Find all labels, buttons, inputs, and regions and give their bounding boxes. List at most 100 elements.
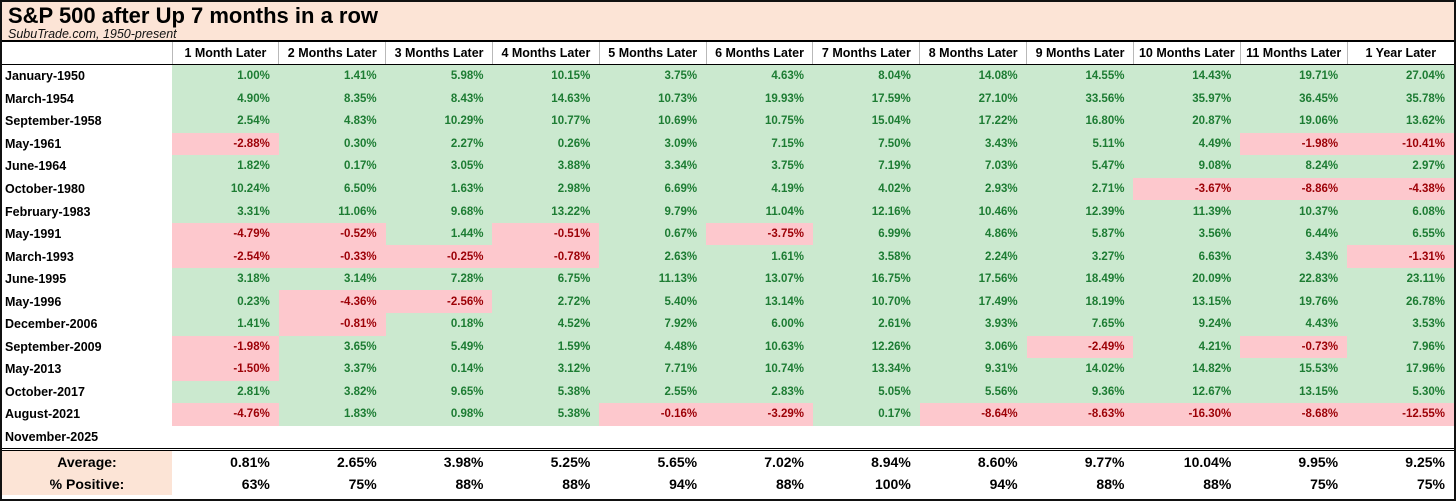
data-cell: 7.92% — [599, 313, 707, 336]
data-cell: 10.63% — [706, 335, 813, 359]
data-cell: 12.26% — [812, 335, 920, 359]
data-cell: -1.50% — [172, 358, 279, 381]
data-cell: 3.93% — [919, 313, 1027, 336]
data-cell: 10.46% — [919, 200, 1027, 223]
data-cell: 5.56% — [919, 380, 1027, 404]
data-cell — [385, 425, 493, 450]
page-title: S&P 500 after Up 7 months in a row — [8, 3, 379, 28]
table-row: September-2009 -1.98% 3.65% 5.49% 1.59% 4.48%… — [2, 335, 1454, 359]
data-cell: 10.75% — [706, 110, 813, 133]
data-cell: 4.43% — [1240, 313, 1348, 336]
data-cell: 9.65% — [385, 380, 493, 404]
data-cell: 14.63% — [492, 87, 600, 111]
data-cell: 7.50% — [812, 132, 920, 156]
data-cell: 7.03% — [919, 155, 1027, 178]
data-cell — [1026, 425, 1134, 450]
data-cell: 4.63% — [706, 64, 813, 88]
row-label: March-1993 — [2, 245, 172, 268]
column-header: 6 Months Later — [705, 42, 813, 65]
data-cell — [919, 425, 1027, 450]
row-label: February-1983 — [2, 200, 172, 223]
data-cell: 4.86% — [919, 222, 1027, 246]
table-row: November-2025 — [2, 425, 1454, 450]
page-subtitle: SubuTrade.com, 1950-present — [8, 27, 177, 41]
data-cell: 7.15% — [706, 132, 813, 156]
data-cell: 5.38% — [492, 380, 600, 404]
data-cell: 3.34% — [599, 155, 707, 178]
data-cell — [1240, 425, 1348, 450]
data-cell: 3.88% — [492, 155, 600, 178]
data-cell: 13.14% — [706, 290, 813, 314]
table-body: January-1950 1.00% 1.41% 5.98% 10.15% 3.75% 4.… — [2, 64, 1454, 450]
column-header: 1 Year Later — [1346, 42, 1454, 65]
percent-positive-cell: 75% — [1347, 473, 1454, 496]
data-cell: 5.47% — [1026, 155, 1134, 178]
data-cell: 9.24% — [1133, 313, 1241, 336]
title-bar: S&P 500 after Up 7 months in a row SubuT… — [2, 2, 1454, 42]
table-row: September-1958 2.54% 4.83% 10.29% 10.77% 10.6… — [2, 110, 1454, 133]
table-row: March-1954 4.90% 8.35% 8.43% 14.63% 10.73% 19.… — [2, 87, 1454, 111]
data-cell: 4.21% — [1133, 335, 1241, 359]
data-cell: 10.69% — [599, 110, 707, 133]
data-cell — [706, 425, 813, 450]
data-cell: 2.27% — [385, 132, 493, 156]
table-row: October-1980 10.24% 6.50% 1.63% 2.98% 6.69% 4.… — [2, 177, 1454, 201]
data-cell: 7.96% — [1347, 335, 1454, 359]
average-cell: 10.04% — [1133, 448, 1241, 474]
column-header: 8 Months Later — [919, 42, 1027, 65]
data-cell: 2.55% — [599, 380, 707, 404]
data-cell: 6.00% — [706, 313, 813, 336]
data-cell: 9.36% — [1026, 380, 1134, 404]
data-cell: 1.59% — [492, 335, 600, 359]
average-cell: 8.60% — [919, 448, 1027, 474]
data-cell: 17.59% — [812, 87, 920, 111]
data-cell: 4.52% — [492, 313, 600, 336]
data-cell: 0.67% — [599, 222, 707, 246]
data-cell: 23.11% — [1347, 267, 1454, 291]
data-cell: 0.17% — [278, 155, 386, 178]
data-cell: 3.27% — [1026, 245, 1134, 268]
data-cell: 6.63% — [1133, 245, 1241, 268]
data-cell: 10.74% — [706, 358, 813, 381]
row-label: August-2021 — [2, 403, 172, 426]
data-cell: 2.93% — [919, 177, 1027, 201]
data-cell: -0.16% — [599, 403, 707, 426]
table-row: May-2013 -1.50% 3.37% 0.14% 3.12% 7.71% 10.74%… — [2, 358, 1454, 381]
data-cell: 3.82% — [278, 380, 386, 404]
data-cell: 3.12% — [492, 358, 600, 381]
data-cell: 2.83% — [706, 380, 813, 404]
data-cell: 15.53% — [1240, 358, 1348, 381]
row-label: June-1964 — [2, 155, 172, 178]
data-cell: 0.17% — [812, 403, 920, 426]
data-cell: 11.06% — [278, 200, 386, 223]
data-cell: 1.41% — [172, 313, 279, 336]
data-cell: 1.61% — [706, 245, 813, 268]
percent-positive-cell: 75% — [1240, 473, 1348, 496]
percent-positive-cell: 94% — [599, 473, 707, 496]
data-cell — [172, 425, 279, 450]
data-cell: 11.04% — [706, 200, 813, 223]
data-cell: 2.81% — [172, 380, 279, 404]
table-summary: Average: 0.81% 2.65% 3.98% 5.25% 5.65% 7.02% 8.… — [2, 448, 1454, 496]
data-cell: 8.04% — [812, 64, 920, 88]
data-cell: -8.64% — [919, 403, 1027, 426]
data-cell: 27.10% — [919, 87, 1027, 111]
average-cell: 9.95% — [1240, 448, 1348, 474]
table-row: March-1993 -2.54% -0.33% -0.25% -0.78% 2.63% 1… — [2, 245, 1454, 268]
data-cell: 10.29% — [385, 110, 493, 133]
data-cell: -12.55% — [1347, 403, 1454, 426]
percent-positive-cell: 100% — [812, 473, 920, 496]
data-cell: 3.14% — [278, 267, 386, 291]
row-label: October-1980 — [2, 177, 172, 201]
data-cell: 35.97% — [1133, 87, 1241, 111]
percent-positive-label: % Positive: — [2, 473, 172, 496]
data-cell: 1.44% — [385, 222, 493, 246]
data-cell: 10.73% — [599, 87, 707, 111]
table-row: June-1964 1.82% 0.17% 3.05% 3.88% 3.34% 3.75% 7… — [2, 155, 1454, 178]
column-header: 4 Months Later — [491, 42, 600, 65]
row-label: January-1950 — [2, 64, 172, 88]
data-cell: 5.98% — [385, 64, 493, 88]
data-cell: 2.54% — [172, 110, 279, 133]
row-label: June-1995 — [2, 267, 172, 291]
data-cell: 14.55% — [1026, 64, 1134, 88]
